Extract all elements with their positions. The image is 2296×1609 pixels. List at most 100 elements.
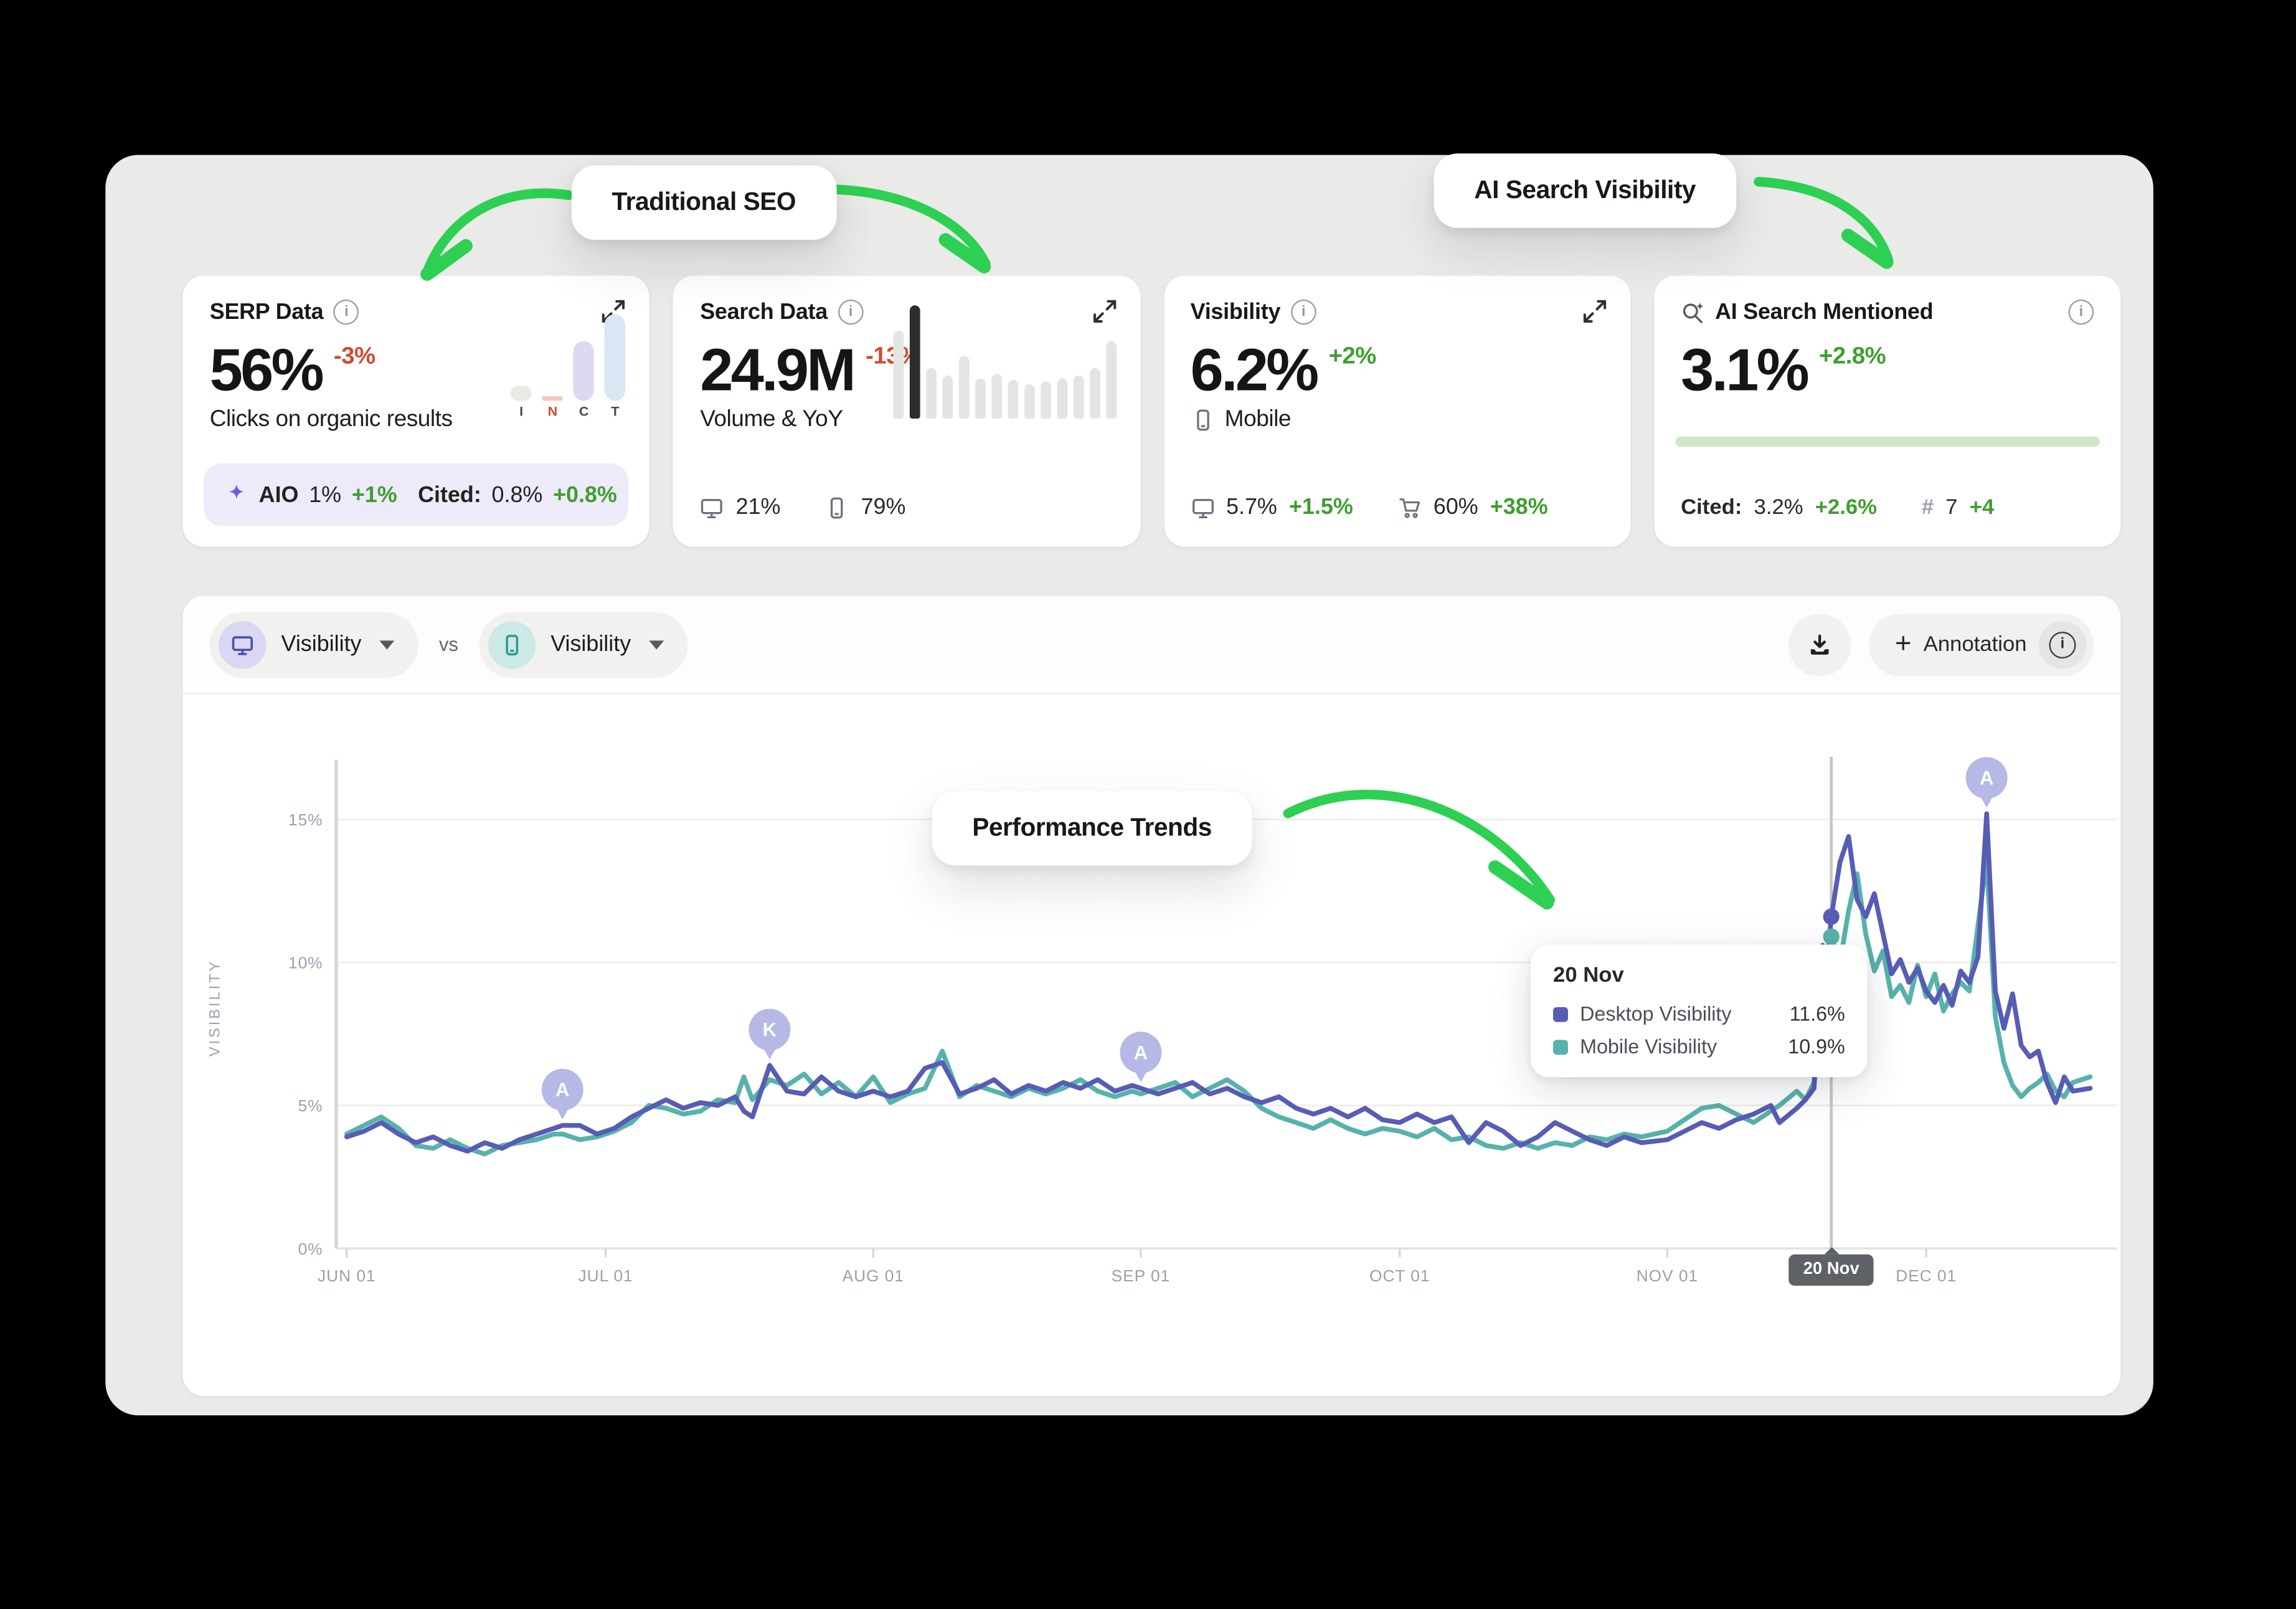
card-title: AI Search Mentioned xyxy=(1715,299,1934,325)
svg-text:10%: 10% xyxy=(288,954,323,972)
expand-icon[interactable] xyxy=(600,298,627,325)
trend-chart[interactable]: 0% 5% 10% 15% JUN 01 JUL 01 AUG 01 SEP 01 OCT 01… xyxy=(183,695,2121,1396)
sparkle-icon xyxy=(229,484,244,500)
label-ai-search-visibility: AI Search Visibility xyxy=(1434,153,1736,228)
desktop-visibility-delta: +1.5% xyxy=(1288,495,1353,520)
annotation-pin[interactable]: A xyxy=(1120,1032,1162,1083)
metric-cards-row: SERP Data 56% -3% Clicks on organic resu… xyxy=(182,275,2121,547)
label-performance-trends: Performance Trends xyxy=(932,790,1252,866)
metric-caption: Clicks on organic results xyxy=(209,406,453,432)
serp-mini-column: C xyxy=(573,341,595,419)
trend-chart-panel: Visibility vs Visibility xyxy=(182,596,2121,1396)
chevron-down-icon xyxy=(379,640,395,649)
chevron-down-icon xyxy=(648,640,664,649)
metric-delta: +2% xyxy=(1328,344,1377,370)
rank-hash-icon: # xyxy=(1921,496,1934,520)
ai-search-icon xyxy=(1683,301,1703,323)
trend-chart-svg: 0% 5% 10% 15% JUN 01 JUL 01 AUG 01 SEP 01 OCT 01… xyxy=(288,756,2118,1285)
add-annotation-button[interactable]: + Annotation xyxy=(1868,613,2094,676)
desktop-series-swatch xyxy=(1553,1006,1568,1022)
card-serp-data: SERP Data 56% -3% Clicks on organic resu… xyxy=(182,275,650,547)
info-icon[interactable] xyxy=(2068,299,2094,325)
svg-text:0%: 0% xyxy=(298,1240,323,1258)
aio-label: AIO xyxy=(258,482,299,508)
desktop-icon xyxy=(219,620,267,668)
aio-delta: +1% xyxy=(351,482,397,508)
svg-text:JUL 01: JUL 01 xyxy=(579,1266,633,1285)
cited-label: Cited: xyxy=(418,482,481,508)
mobile-share: 79% xyxy=(861,495,906,520)
tooltip-row-desktop: Desktop Visibility 11.6% xyxy=(1553,1003,1845,1025)
svg-text:15%: 15% xyxy=(288,810,323,829)
card-title: SERP Data xyxy=(209,299,324,325)
card-ai-search-mentioned: AI Search Mentioned 3.1% +2.8% Cited: 3.… xyxy=(1654,275,2121,547)
card-visibility: Visibility 6.2% +2% Mobile xyxy=(1163,275,1630,547)
annotation-pin[interactable]: K xyxy=(749,1009,791,1060)
metric-caption: Volume & YoY xyxy=(700,406,843,432)
cited-value: 3.2% xyxy=(1754,496,1803,520)
tooltip-date: 20 Nov xyxy=(1553,964,1624,988)
svg-text:SEP 01: SEP 01 xyxy=(1112,1266,1170,1285)
expand-icon[interactable] xyxy=(1581,298,1608,325)
expand-icon[interactable] xyxy=(1090,298,1117,325)
svg-text:DEC 01: DEC 01 xyxy=(1896,1266,1957,1285)
info-icon[interactable] xyxy=(334,299,359,325)
rank-value: 7 xyxy=(1945,496,1958,520)
card-search-data: Search Data 24.9M -13% Volume & YoY xyxy=(673,275,1140,547)
download-button[interactable] xyxy=(1787,613,1851,676)
download-icon xyxy=(1810,634,1828,654)
mobile-series-swatch xyxy=(1553,1039,1568,1055)
card-title: Visibility xyxy=(1190,299,1281,325)
serp-mini-column: N xyxy=(542,396,564,419)
cited-value: 0.8% xyxy=(491,482,543,508)
cart-icon xyxy=(1399,497,1420,518)
label-traditional-seo: Traditional SEO xyxy=(571,165,836,240)
card-title: Search Data xyxy=(700,299,828,325)
svg-text:A: A xyxy=(555,1079,569,1101)
serp-mini-column: T xyxy=(605,314,626,419)
cart-visibility-delta: +38% xyxy=(1490,495,1548,520)
dropdown-label: Visibility xyxy=(281,632,362,657)
metric-value: 3.1% xyxy=(1681,338,1810,404)
aio-summary-pill: AIO 1% +1% Cited: 0.8% +0.8% xyxy=(204,463,629,526)
serp-mini-column: I xyxy=(511,386,532,419)
chart-controls: Visibility vs Visibility xyxy=(182,596,2121,695)
desktop-metric-dropdown[interactable]: Visibility xyxy=(209,611,418,678)
mobile-icon xyxy=(488,620,536,668)
info-icon[interactable] xyxy=(838,299,864,325)
dropdown-label: Visibility xyxy=(550,632,631,657)
cited-delta: +2.6% xyxy=(1815,496,1878,520)
svg-text:5%: 5% xyxy=(298,1096,323,1115)
desktop-share: 21% xyxy=(735,495,781,520)
metric-value: 24.9M xyxy=(700,338,856,404)
desktop-icon xyxy=(701,498,723,518)
search-mini-bars xyxy=(892,305,1117,419)
annotation-pin[interactable]: A xyxy=(541,1068,583,1120)
metric-delta: +2.8% xyxy=(1819,344,1886,370)
annotation-info-button[interactable] xyxy=(2038,620,2087,668)
info-icon[interactable] xyxy=(1290,299,1316,325)
svg-text:K: K xyxy=(763,1019,777,1041)
cited-delta: +0.8% xyxy=(553,482,617,508)
plus-icon: + xyxy=(1895,629,1912,660)
chart-tooltip: 20 Nov Desktop Visibility 11.6% Mobile V… xyxy=(1531,944,1868,1078)
aio-value: 1% xyxy=(309,482,342,508)
mobile-metric-dropdown[interactable]: Visibility xyxy=(479,611,688,678)
svg-text:A: A xyxy=(1980,767,1993,789)
svg-text:AUG 01: AUG 01 xyxy=(843,1266,904,1285)
annotation-pin[interactable]: A xyxy=(1965,757,2008,808)
tooltip-row-mobile: Mobile Visibility 10.9% xyxy=(1553,1035,1845,1058)
metric-delta: -3% xyxy=(333,344,376,370)
cart-visibility-value: 60% xyxy=(1433,495,1478,520)
desktop-icon xyxy=(1191,498,1213,518)
svg-text:JUN 01: JUN 01 xyxy=(318,1266,376,1285)
rank-delta: +4 xyxy=(1969,496,1995,520)
mention-progress-bar xyxy=(1675,436,2100,447)
y-axis-label: VISIBILITY xyxy=(207,959,224,1057)
mobile-icon xyxy=(1196,409,1209,431)
mobile-icon xyxy=(831,496,844,518)
svg-text:OCT 01: OCT 01 xyxy=(1369,1266,1430,1285)
desktop-visibility-value: 5.7% xyxy=(1226,495,1277,520)
